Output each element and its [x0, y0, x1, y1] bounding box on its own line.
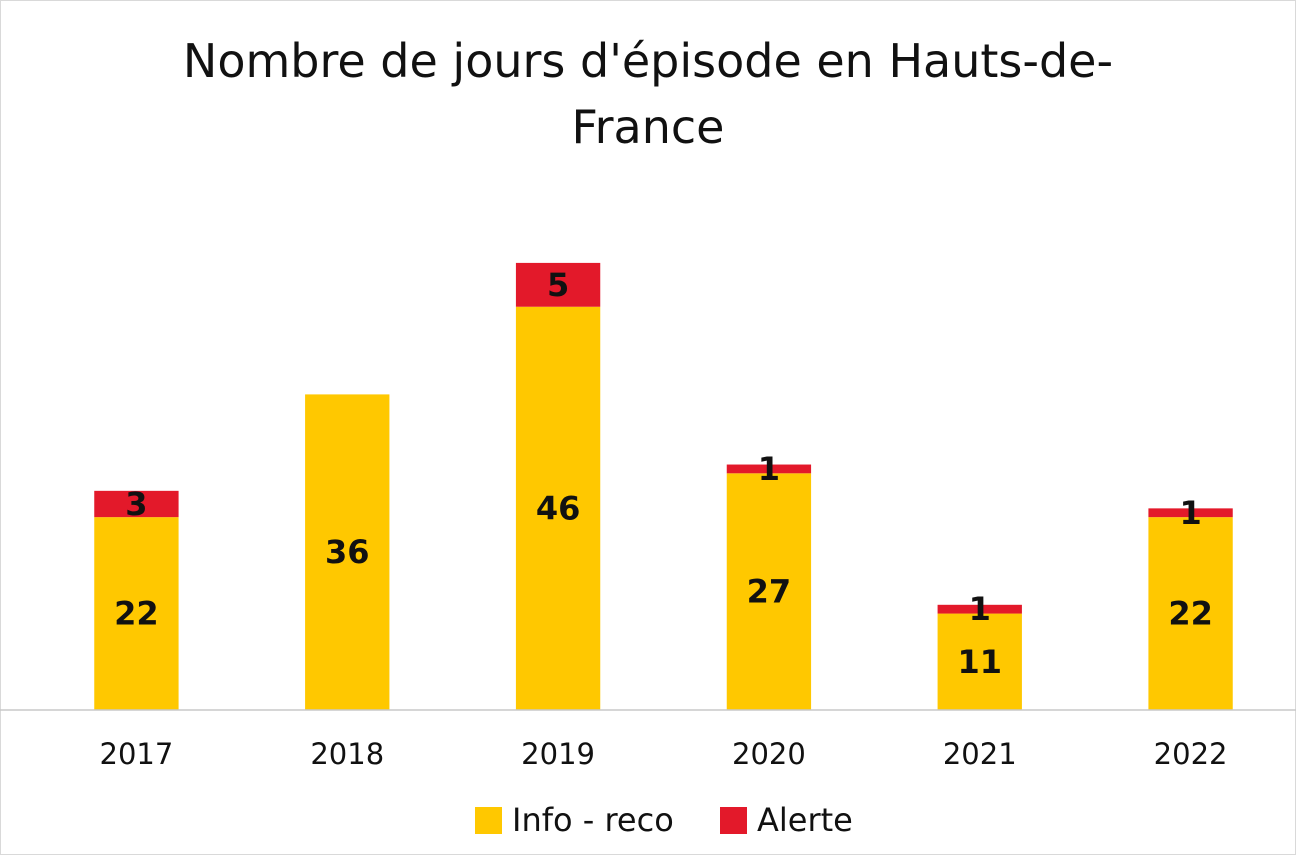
x-tick-label: 2017: [100, 737, 174, 771]
bar-segment: [94, 490, 179, 518]
bar-segment: [937, 604, 1022, 614]
data-label: 36: [325, 533, 370, 571]
bar-segment: [515, 262, 601, 307]
data-label: 5: [547, 266, 569, 304]
bar-segment: [726, 464, 812, 474]
legend-label: Alerte: [757, 801, 853, 839]
legend-swatch: [475, 807, 502, 834]
data-label: 1: [1179, 494, 1201, 532]
data-label: 3: [125, 485, 147, 523]
bar-segment: [937, 613, 1022, 710]
data-label: 27: [747, 573, 792, 611]
data-label: 22: [114, 595, 159, 633]
x-tick-label: 2018: [310, 737, 384, 771]
legend-label: Info - reco: [512, 801, 674, 839]
bar-segment: [1148, 517, 1233, 710]
chart-title: Nombre de jours d'épisode en Hauts-de-Fr…: [182, 34, 1114, 154]
data-label: 1: [969, 590, 991, 628]
bar-segment: [726, 473, 812, 710]
x-tick-label: 2021: [943, 737, 1017, 771]
legend-swatch: [720, 807, 747, 834]
data-label: 22: [1168, 595, 1213, 633]
x-tick-label: 2022: [1154, 737, 1228, 771]
bar-segment: [94, 517, 179, 710]
data-label: 1: [758, 450, 780, 488]
bar-segment: [515, 306, 601, 710]
bar-segment: [305, 394, 390, 710]
data-label: 46: [536, 489, 581, 527]
x-tick-label: 2019: [521, 737, 595, 771]
x-tick-label: 2020: [732, 737, 806, 771]
data-label: 11: [957, 643, 1002, 681]
bar-segment: [1148, 508, 1233, 518]
